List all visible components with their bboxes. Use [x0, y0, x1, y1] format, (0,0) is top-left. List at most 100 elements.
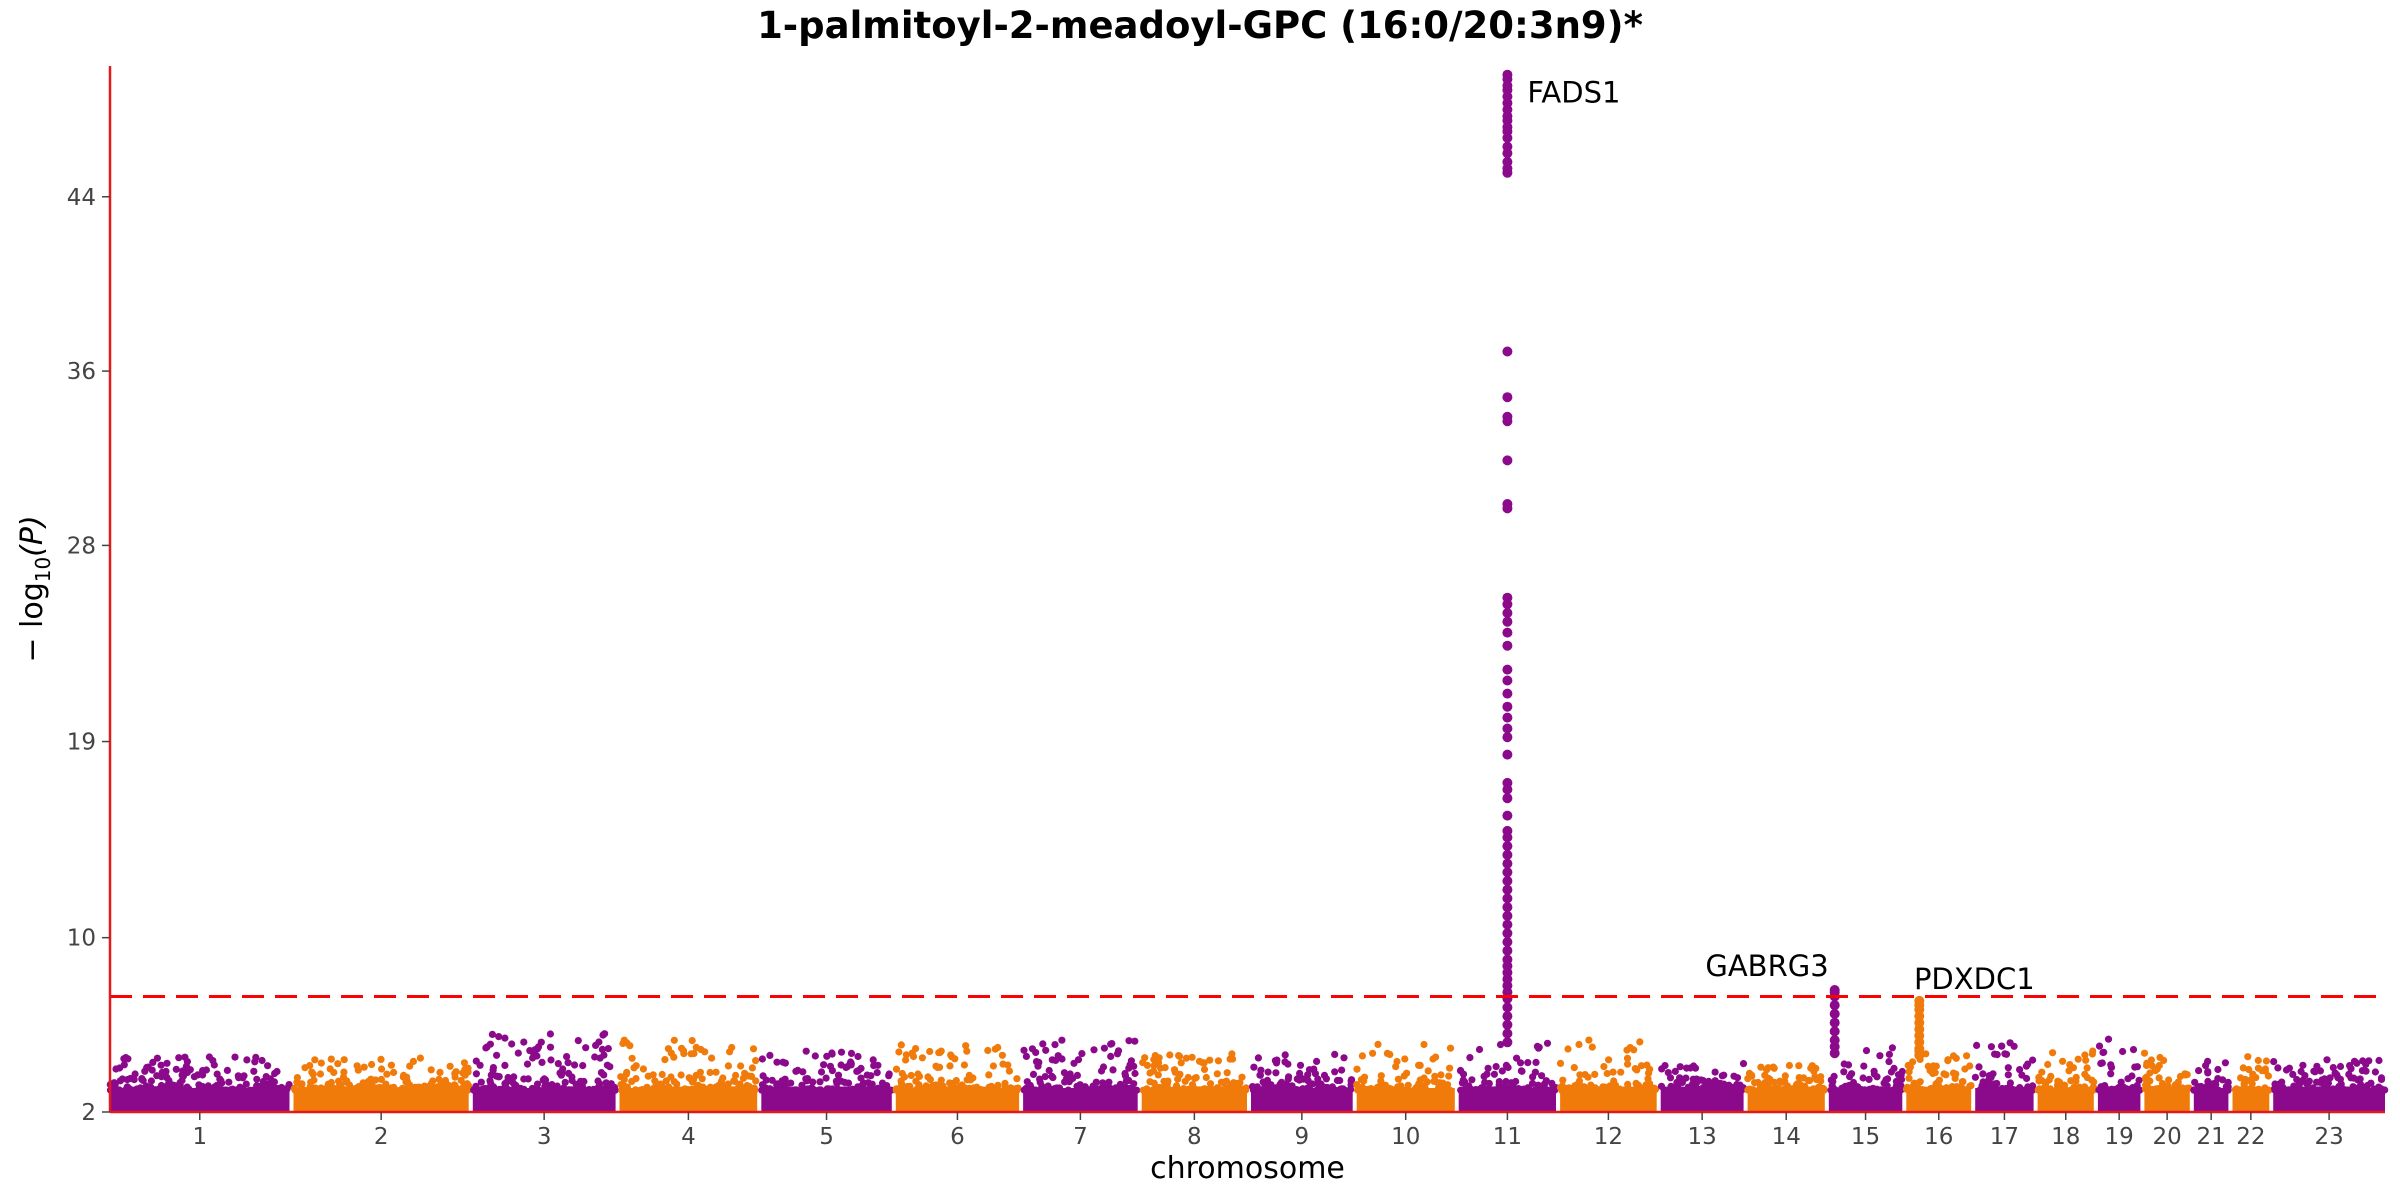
snp-point — [185, 1085, 193, 1093]
snp-point — [660, 1085, 668, 1093]
snp-point — [1605, 1056, 1613, 1064]
snp-point — [2044, 1060, 2052, 1069]
snp-point — [2095, 1042, 2104, 1050]
snp-point — [1471, 1086, 1479, 1094]
snp-point — [1629, 1086, 1637, 1094]
snp-point — [677, 1071, 685, 1079]
snp-point — [667, 1049, 675, 1057]
snp-point — [712, 1083, 720, 1091]
snp-point — [989, 1062, 998, 1070]
snp-point — [387, 1061, 395, 1069]
snp-point — [858, 1081, 867, 1089]
chromosome-21-points — [2190, 1057, 2232, 1112]
snp-point — [1098, 1086, 1106, 1094]
snp-point — [501, 1086, 509, 1094]
snp-point — [706, 1086, 714, 1094]
snp-point — [2104, 1086, 2112, 1094]
snp-point — [186, 1066, 194, 1074]
peak-PDXDC1 — [1914, 995, 1925, 1061]
snp-point — [1705, 1077, 1713, 1085]
snp-point — [1060, 1069, 1068, 1077]
chromosome-8-points — [1139, 1050, 1250, 1112]
snp-point — [2045, 1076, 2053, 1084]
snp-point — [591, 1053, 599, 1061]
snp-point — [1633, 1066, 1641, 1074]
snp-point — [1829, 1008, 1840, 1019]
snp-point — [1502, 937, 1513, 947]
snp-point — [2081, 1051, 2089, 1059]
snp-point — [837, 1048, 846, 1056]
snp-point — [749, 1045, 758, 1053]
snp-point — [1642, 1081, 1650, 1089]
snp-point — [1502, 810, 1513, 821]
x-tick-label: 20 — [2152, 1124, 2181, 1150]
snp-point — [895, 1048, 903, 1056]
snp-point — [1131, 1037, 1139, 1045]
snp-point — [2129, 1046, 2138, 1054]
snp-point — [1502, 867, 1513, 878]
snp-point — [1647, 1086, 1655, 1094]
snp-point — [2302, 1079, 2310, 1087]
snp-point — [1146, 1078, 1154, 1086]
snp-point — [1683, 1064, 1691, 1072]
snp-point — [2357, 1080, 2365, 1089]
snp-point — [2107, 1061, 2115, 1069]
y-axis-title-base: − log — [15, 582, 50, 662]
snp-point — [847, 1049, 856, 1057]
snp-point — [1502, 455, 1513, 466]
x-tick-label: 17 — [1990, 1124, 2019, 1150]
chart-title: 1-palmitoyl-2-meadoyl-GPC (16:0/20:3n9)* — [757, 4, 1643, 47]
snp-point — [1718, 1072, 1726, 1080]
snp-point — [472, 1070, 480, 1078]
snp-point — [2024, 1083, 2032, 1091]
snp-point — [1388, 1086, 1396, 1094]
snp-point — [1076, 1081, 1084, 1089]
snp-point — [1897, 1076, 1906, 1084]
snp-point — [1609, 1068, 1617, 1076]
snp-point — [1502, 832, 1513, 843]
snp-point — [1915, 1078, 1923, 1086]
snp-point — [2010, 1042, 2018, 1050]
snp-point — [1304, 1077, 1312, 1085]
snp-point — [762, 1076, 770, 1084]
snp-point — [2195, 1067, 2203, 1075]
snp-point — [1106, 1086, 1114, 1094]
snp-point — [1283, 1086, 1292, 1094]
snp-point — [867, 1072, 875, 1080]
snp-point — [477, 1078, 485, 1086]
snp-point — [337, 1086, 346, 1094]
snp-point — [1722, 1084, 1730, 1092]
snp-point — [2016, 1066, 2024, 1074]
snp-point — [1073, 1071, 1081, 1079]
snp-point — [1998, 1084, 2006, 1093]
snp-point — [1002, 1086, 1010, 1094]
snp-point — [1594, 1086, 1602, 1094]
y-tick-label: 36 — [67, 359, 96, 385]
snp-point — [1166, 1051, 1174, 1059]
snp-point — [787, 1079, 795, 1087]
snp-point — [534, 1086, 543, 1094]
snp-point — [1733, 1074, 1742, 1082]
snp-point — [963, 1047, 971, 1055]
snp-point — [2371, 1086, 2379, 1094]
x-tick-label: 10 — [1391, 1124, 1420, 1150]
snp-point — [1781, 1072, 1789, 1080]
snp-point — [153, 1054, 161, 1062]
points-layer — [106, 69, 2389, 1112]
snp-point — [1690, 1062, 1698, 1070]
snp-point — [1416, 1061, 1424, 1069]
snp-point — [1446, 1064, 1454, 1072]
snp-point — [1210, 1086, 1218, 1094]
snp-point — [2241, 1075, 2249, 1083]
snp-point — [435, 1075, 443, 1083]
snp-point — [724, 1062, 733, 1070]
snp-point — [1998, 1042, 2006, 1050]
snp-point — [2362, 1067, 2370, 1075]
snp-point — [158, 1068, 166, 1076]
snp-point — [834, 1086, 842, 1094]
snp-point — [1820, 1086, 1828, 1094]
snp-point — [680, 1050, 688, 1058]
snp-point — [547, 1056, 555, 1064]
snp-point — [2024, 1060, 2032, 1068]
snp-point — [311, 1056, 319, 1064]
